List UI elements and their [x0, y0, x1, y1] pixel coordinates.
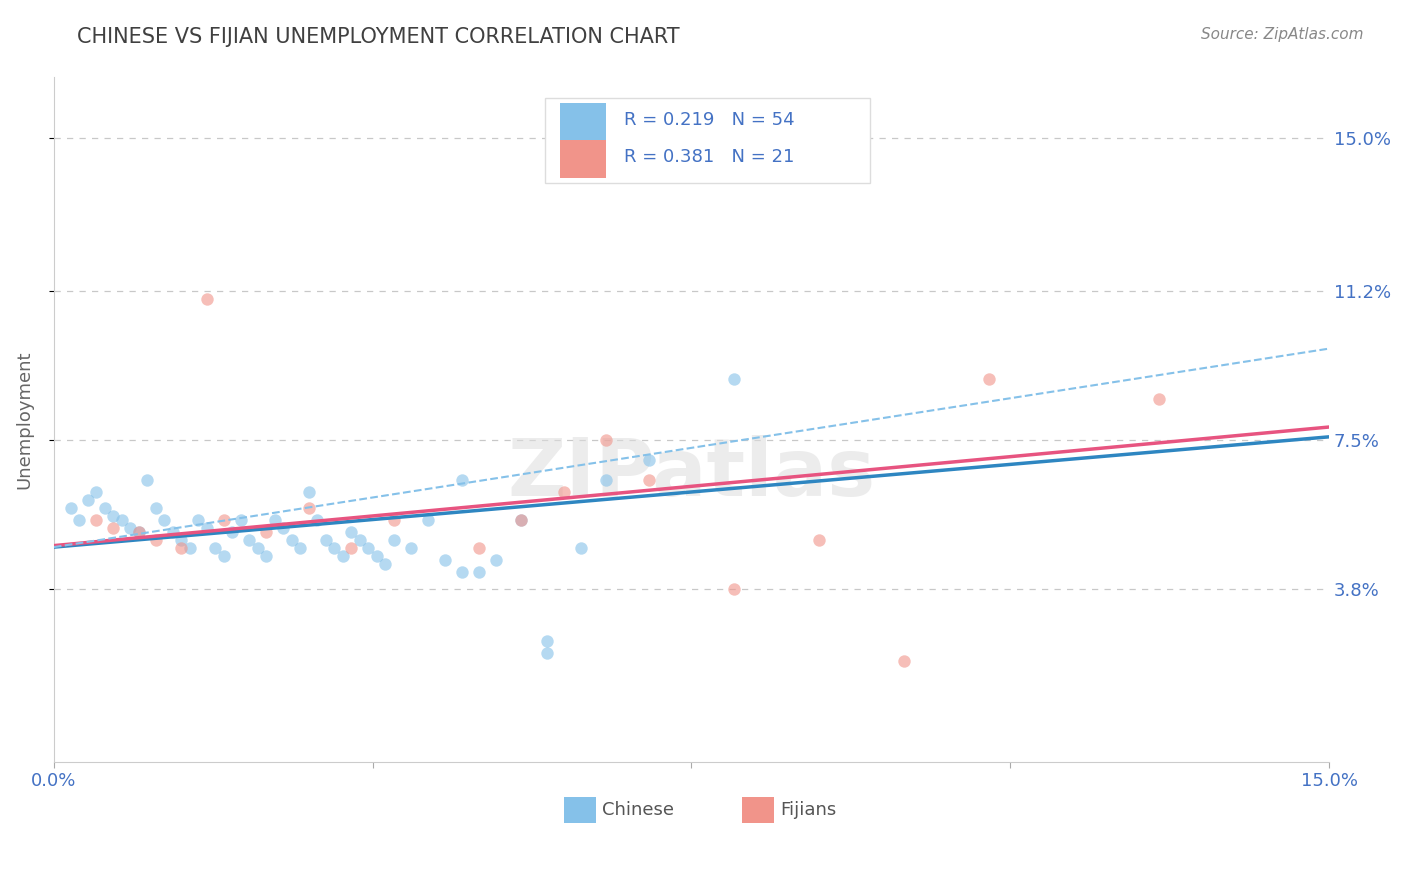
Point [120, 521, 142, 535]
Point [468, 566, 491, 580]
Point [187, 513, 209, 527]
Point [212, 549, 235, 564]
Y-axis label: Unemployment: Unemployment [15, 351, 32, 489]
Point [468, 541, 491, 556]
Bar [742, 797, 775, 823]
Point [357, 541, 380, 556]
Point [315, 533, 337, 548]
Text: CHINESE VS FIJIAN UNEMPLOYMENT CORRELATION CHART: CHINESE VS FIJIAN UNEMPLOYMENT CORRELATI… [77, 27, 681, 46]
Point [179, 541, 201, 556]
Point [229, 513, 252, 527]
Point [451, 473, 474, 487]
Point [59, 501, 82, 516]
Point [553, 485, 575, 500]
Point [204, 541, 226, 556]
Point [595, 473, 617, 487]
Point [510, 513, 533, 527]
Point [86, 513, 108, 527]
Point [340, 525, 363, 540]
Point [366, 549, 388, 564]
Point [195, 521, 218, 535]
Point [807, 533, 830, 548]
Point [170, 533, 193, 548]
Point [638, 452, 661, 467]
Point [723, 582, 745, 596]
Text: Chinese: Chinese [602, 800, 673, 819]
Point [281, 533, 304, 548]
Point [382, 513, 405, 527]
Point [273, 521, 295, 535]
Point [111, 513, 134, 527]
Point [536, 646, 558, 660]
Bar [560, 140, 606, 178]
Point [638, 473, 661, 487]
Point [399, 541, 422, 556]
Point [170, 541, 193, 556]
Point [67, 513, 90, 527]
Point [433, 553, 456, 567]
Point [382, 533, 405, 548]
Point [94, 501, 117, 516]
Point [485, 553, 508, 567]
Point [349, 533, 371, 548]
Point [221, 525, 243, 540]
Point [307, 513, 329, 527]
Point [323, 541, 346, 556]
Point [86, 485, 108, 500]
Point [340, 541, 363, 556]
Point [723, 372, 745, 386]
Point [246, 541, 269, 556]
Bar [564, 797, 596, 823]
Point [103, 509, 125, 524]
FancyBboxPatch shape [544, 98, 870, 184]
Text: R = 0.381   N = 21: R = 0.381 N = 21 [624, 148, 794, 167]
Point [136, 473, 159, 487]
Point [569, 541, 592, 556]
Point [254, 549, 277, 564]
Point [76, 493, 98, 508]
Point [416, 513, 439, 527]
Point [195, 292, 218, 306]
Point [162, 525, 184, 540]
Text: ZIPatlas: ZIPatlas [508, 435, 876, 513]
Point [298, 485, 321, 500]
Point [290, 541, 312, 556]
Point [254, 525, 277, 540]
Point [103, 521, 125, 535]
Point [128, 525, 150, 540]
Point [510, 513, 533, 527]
Point [212, 513, 235, 527]
Point [977, 372, 1000, 386]
Text: R = 0.219   N = 54: R = 0.219 N = 54 [624, 111, 794, 128]
Point [145, 533, 167, 548]
Point [153, 513, 176, 527]
Point [451, 566, 474, 580]
Text: Source: ZipAtlas.com: Source: ZipAtlas.com [1201, 27, 1364, 42]
Point [374, 558, 396, 572]
Point [595, 433, 617, 447]
Point [145, 501, 167, 516]
Point [536, 634, 558, 648]
Point [298, 501, 321, 516]
Point [681, 130, 703, 145]
Text: Fijians: Fijians [780, 800, 837, 819]
Point [1147, 392, 1170, 407]
Point [238, 533, 260, 548]
Point [128, 525, 150, 540]
Point [332, 549, 354, 564]
Point [893, 654, 915, 668]
Bar [560, 103, 606, 141]
Point [263, 513, 285, 527]
